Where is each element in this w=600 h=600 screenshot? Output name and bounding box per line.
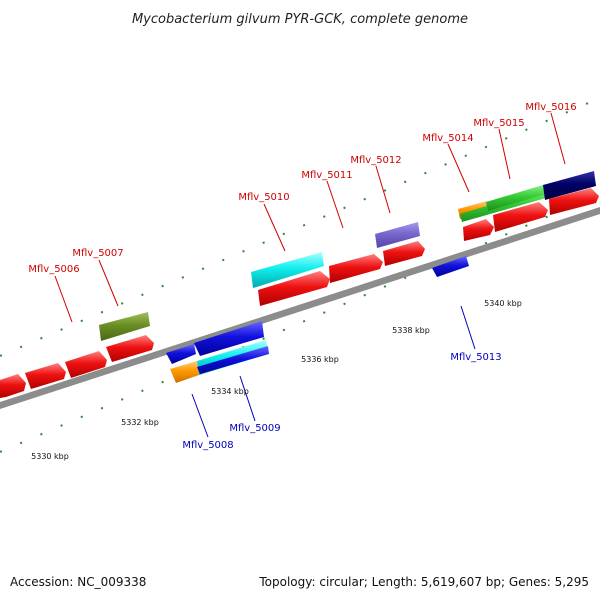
gene-arrow: [0, 374, 26, 398]
gene-label: Mflv_5016: [525, 102, 576, 113]
gene-arrow: [383, 241, 425, 266]
gene-arrow: [166, 344, 196, 364]
forward-gene-labels: Mflv_5006 Mflv_5007 Mflv_5010 Mflv_5011 …: [28, 102, 576, 275]
gene-label: Mflv_5012: [350, 155, 401, 166]
gene-arrow: [194, 321, 264, 356]
gene-arrow: [432, 256, 469, 277]
tick-label: 5336 kbp: [301, 355, 339, 364]
reverse-gene-labels: Mflv_5013 Mflv_5008 Mflv_5009: [182, 352, 501, 451]
tick-label: 5340 kbp: [484, 299, 522, 308]
gene-arrow: [170, 361, 199, 383]
gene-arrow: [543, 171, 596, 200]
gene-arrow: [99, 312, 150, 341]
gene-arrow: [486, 185, 546, 211]
reverse-label-leaders: [191, 305, 476, 438]
gene-label: Mflv_5006: [28, 264, 79, 275]
forward-label-leaders: [54, 112, 566, 323]
gene-label: Mflv_5015: [473, 118, 524, 129]
tick-label: 5330 kbp: [31, 452, 69, 461]
tick-label: 5338 kbp: [392, 326, 430, 335]
gene-label: Mflv_5013: [450, 352, 501, 363]
gene-arrow: [106, 335, 154, 362]
tick-row-inner: [0, 193, 600, 453]
gene-label: Mflv_5014: [422, 133, 473, 144]
scale-tick-labels: 5330 kbp 5332 kbp 5334 kbp 5336 kbp 5338…: [31, 299, 522, 461]
gene-arrow: [375, 222, 420, 248]
gene-arrow: [25, 363, 66, 389]
tick-rows: [0, 97, 600, 453]
gene-arrow: [251, 252, 324, 288]
gene-label: Mflv_5009: [229, 423, 280, 434]
gene-arrow: [65, 351, 107, 378]
accession-text: Accession: NC_009338: [10, 575, 146, 589]
gene-label: Mflv_5010: [238, 192, 289, 203]
map-title: Mycobacterium gilvum PYR-GCK, complete g…: [132, 12, 468, 27]
gene-arrow: [493, 202, 548, 232]
gene-label: Mflv_5008: [182, 440, 233, 451]
genome-backbone: [0, 207, 600, 409]
genome-summary-text: Topology: circular; Length: 5,619,607 bp…: [258, 575, 589, 589]
reverse-strand-genes: [166, 256, 469, 383]
tick-label: 5332 kbp: [121, 418, 159, 427]
gene-arrow: [549, 188, 599, 215]
gene-arrow: [197, 346, 269, 374]
gene-arrow: [329, 254, 383, 283]
gene-label: Mflv_5011: [301, 170, 352, 181]
gene-arrow: [258, 271, 330, 306]
gene-label: Mflv_5007: [72, 248, 123, 259]
gene-arrow: [463, 219, 494, 241]
gene-features: [0, 171, 599, 398]
forward-strand-genes: [0, 171, 599, 398]
tick-label: 5334 kbp: [211, 387, 249, 396]
